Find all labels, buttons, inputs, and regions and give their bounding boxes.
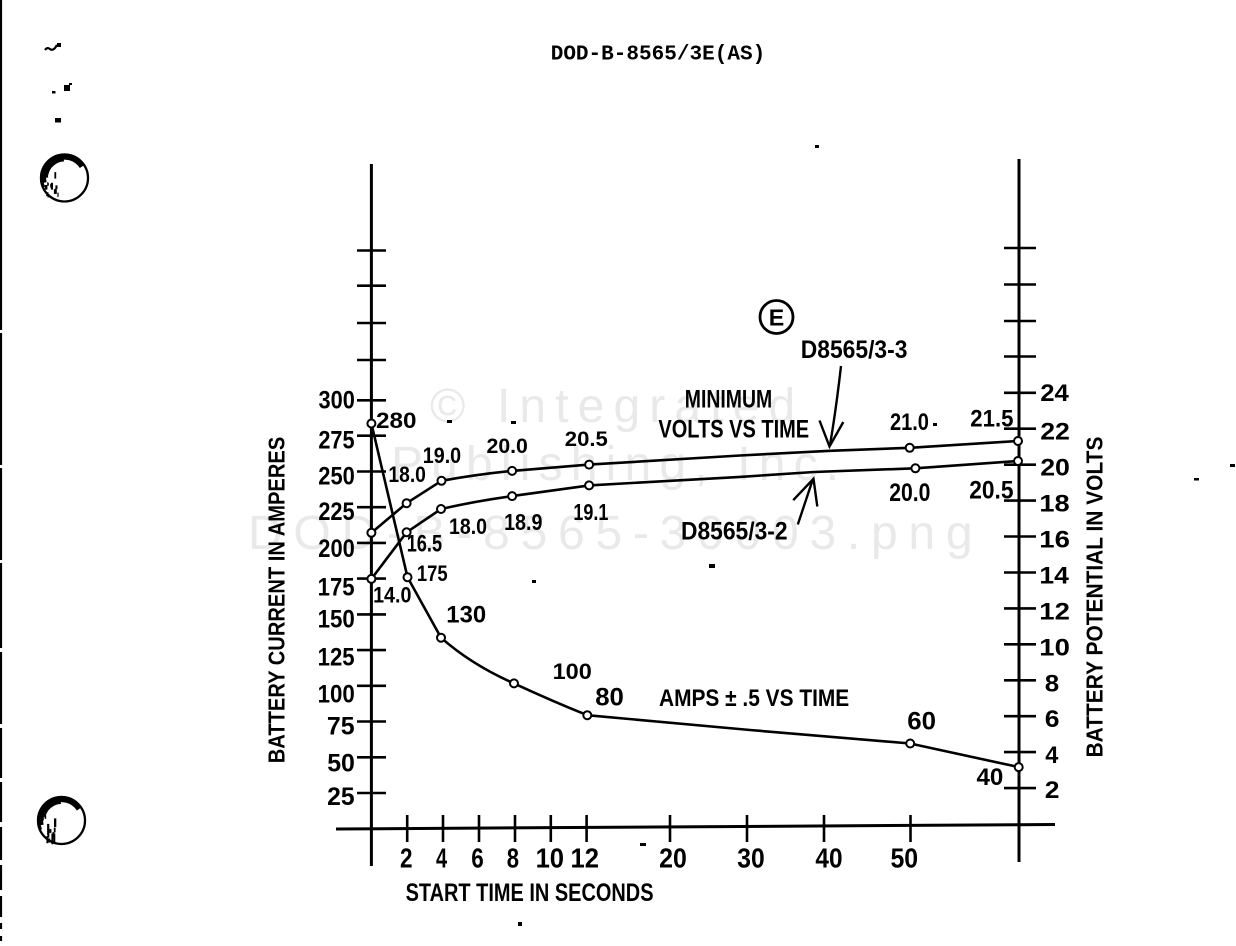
svg-text:100: 100 xyxy=(318,680,355,709)
svg-text:300: 300 xyxy=(319,387,355,415)
svg-text:20.0: 20.0 xyxy=(487,434,528,458)
svg-text:D8565/3-2: D8565/3-2 xyxy=(681,519,788,546)
svg-text:8: 8 xyxy=(1045,670,1060,697)
svg-text:BATTERY POTENTIAL IN VOLTS: BATTERY POTENTIAL IN VOLTS xyxy=(1082,437,1108,758)
svg-text:175: 175 xyxy=(417,561,448,586)
svg-text:6: 6 xyxy=(1045,706,1060,733)
svg-text:DOD-B-8565/3E(AS): DOD-B-8565/3E(AS) xyxy=(551,42,766,66)
svg-text:275: 275 xyxy=(318,427,354,455)
svg-text:75: 75 xyxy=(327,712,355,740)
svg-text:50: 50 xyxy=(327,749,355,777)
svg-text:100: 100 xyxy=(553,658,592,683)
svg-text:60: 60 xyxy=(907,707,936,735)
svg-text:18.9: 18.9 xyxy=(504,509,542,535)
svg-text:D8565/3-3: D8565/3-3 xyxy=(801,337,908,364)
svg-text:18.0: 18.0 xyxy=(388,463,426,488)
svg-text:225: 225 xyxy=(318,499,354,527)
svg-text:18.0: 18.0 xyxy=(449,515,487,540)
svg-text:130: 130 xyxy=(446,602,486,629)
svg-text:19.0: 19.0 xyxy=(423,444,461,468)
svg-text:6: 6 xyxy=(471,843,484,874)
svg-text:20: 20 xyxy=(1040,455,1070,481)
svg-text:18: 18 xyxy=(1039,491,1069,517)
svg-text:20.5: 20.5 xyxy=(969,478,1013,505)
svg-text:VOLTS VS TIME: VOLTS VS TIME xyxy=(658,416,809,443)
svg-text:24: 24 xyxy=(1040,381,1069,407)
svg-text:BATTERY CURRENT IN AMPERES: BATTERY CURRENT IN AMPERES xyxy=(264,437,289,764)
svg-text:START TIME IN SECONDS: START TIME IN SECONDS xyxy=(406,878,654,907)
svg-text:Publishing, Inc.: Publishing, Inc. xyxy=(391,438,847,491)
svg-text:280: 280 xyxy=(376,408,416,433)
svg-text:22: 22 xyxy=(1040,419,1070,445)
svg-text:12: 12 xyxy=(570,843,598,874)
svg-text:21.0: 21.0 xyxy=(890,408,929,435)
svg-text:12: 12 xyxy=(1039,599,1070,625)
svg-text:14.0: 14.0 xyxy=(373,584,411,608)
svg-text:© Integrated: © Integrated xyxy=(430,380,804,433)
svg-text:20: 20 xyxy=(659,842,687,873)
svg-text:MINIMUM: MINIMUM xyxy=(685,385,772,413)
svg-text:8: 8 xyxy=(507,843,519,874)
svg-text:20.0: 20.0 xyxy=(889,479,930,507)
svg-text:40: 40 xyxy=(815,842,842,874)
svg-text:30: 30 xyxy=(737,842,764,874)
svg-text:AMPS ± .5 VS TIME: AMPS ± .5 VS TIME xyxy=(659,685,849,712)
svg-text:2: 2 xyxy=(400,843,413,874)
svg-text:125: 125 xyxy=(318,643,355,672)
svg-text:40: 40 xyxy=(977,764,1004,791)
svg-text:10: 10 xyxy=(536,843,564,874)
svg-text:250: 250 xyxy=(318,463,354,491)
svg-text:E: E xyxy=(769,305,784,331)
svg-text:10: 10 xyxy=(1039,635,1070,661)
svg-text:50: 50 xyxy=(890,842,918,873)
svg-text:19.1: 19.1 xyxy=(573,500,608,526)
svg-text:80: 80 xyxy=(595,684,624,711)
svg-text:4: 4 xyxy=(436,843,448,874)
svg-text:4: 4 xyxy=(1045,743,1059,769)
svg-text:2: 2 xyxy=(1045,777,1060,804)
svg-text:16.5: 16.5 xyxy=(407,531,443,557)
svg-text:150: 150 xyxy=(318,605,355,634)
svg-text:DOD-B-8565-30003.png: DOD-B-8565-30003.png xyxy=(248,507,983,560)
svg-text:14: 14 xyxy=(1039,563,1068,590)
svg-text:25: 25 xyxy=(327,783,354,811)
svg-text:200: 200 xyxy=(318,535,354,563)
svg-text:175: 175 xyxy=(318,573,355,602)
svg-text:16: 16 xyxy=(1039,527,1070,553)
svg-text:20.5: 20.5 xyxy=(565,427,608,451)
svg-text:21.5: 21.5 xyxy=(970,405,1013,432)
